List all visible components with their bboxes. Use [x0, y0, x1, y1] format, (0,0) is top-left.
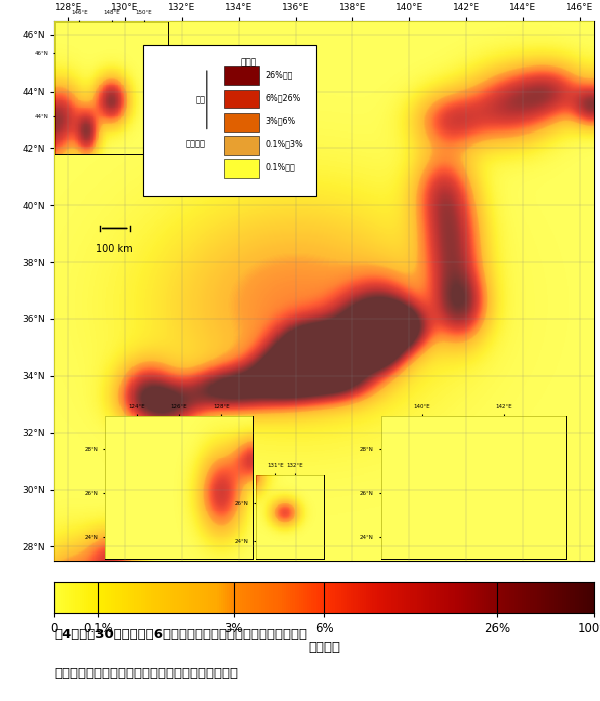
Text: 3%～6%: 3%～6% [266, 116, 296, 125]
Text: 6%～26%: 6%～26% [266, 93, 301, 102]
FancyBboxPatch shape [224, 158, 259, 177]
Text: 0.1%～3%: 0.1%～3% [266, 139, 304, 149]
Text: 26%以上: 26%以上 [266, 71, 293, 79]
FancyBboxPatch shape [224, 136, 259, 155]
FancyBboxPatch shape [224, 113, 259, 132]
Text: 図4　今後30年間に震度6弱以上の揺れに見舞われる確率／期間と: 図4 今後30年間に震度6弱以上の揺れに見舞われる確率／期間と [54, 628, 307, 641]
Text: 0.1%未満: 0.1%未満 [266, 163, 295, 172]
Text: 揺れの強さを固定して確率を示した地図の例: 揺れの強さを固定して確率を示した地図の例 [54, 667, 238, 680]
X-axis label: 超過確率: 超過確率 [308, 641, 340, 654]
Text: 高い: 高い [195, 95, 205, 104]
Text: 確　率: 確 率 [241, 58, 257, 67]
FancyBboxPatch shape [224, 67, 259, 86]
Text: 100 km: 100 km [97, 243, 133, 254]
FancyBboxPatch shape [224, 90, 259, 109]
Text: やや高い: やや高い [185, 139, 205, 149]
FancyBboxPatch shape [143, 45, 316, 196]
